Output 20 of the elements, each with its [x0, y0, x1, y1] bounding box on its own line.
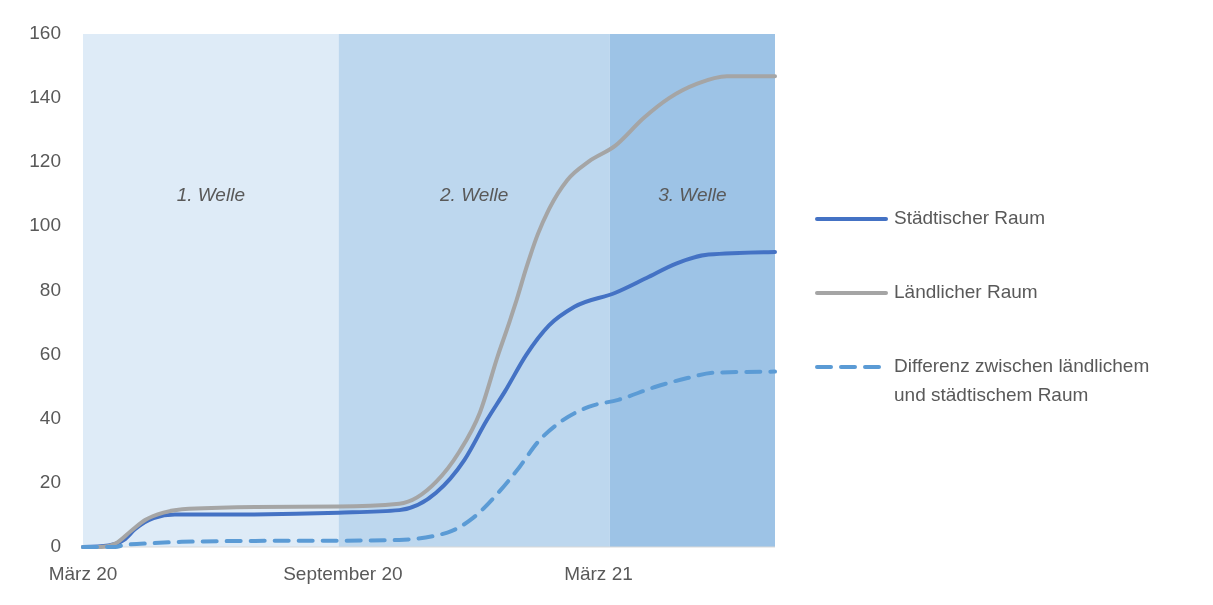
x-tick-label: März 20	[48, 563, 118, 584]
legend-label: Städtischer Raum	[894, 207, 1046, 229]
legend-label: Ländlicher Raum	[894, 281, 1038, 303]
y-tick-label: 80	[39, 278, 61, 300]
band-label: 1. Welle	[176, 183, 245, 205]
y-tick-label: 60	[39, 342, 61, 364]
y-tick-label: 160	[29, 22, 61, 44]
y-tick-label: 140	[29, 86, 61, 108]
y-tick-label: 120	[29, 150, 61, 172]
line-series	[81, 369, 777, 549]
legend-label: Differenz zwischen ländlichem und städtischem Raum	[894, 355, 1150, 406]
band-label: 2. Welle	[439, 183, 509, 205]
x-tick-label: März 21	[564, 563, 633, 584]
y-tick-label: 0	[50, 535, 61, 557]
x-tick-label: September 20	[283, 563, 403, 584]
y-tick-label: 100	[29, 214, 61, 236]
y-tick-label: 20	[39, 470, 61, 492]
line-series	[81, 250, 777, 549]
band-label: 3. Welle	[658, 183, 727, 205]
y-tick-label: 40	[39, 406, 61, 428]
